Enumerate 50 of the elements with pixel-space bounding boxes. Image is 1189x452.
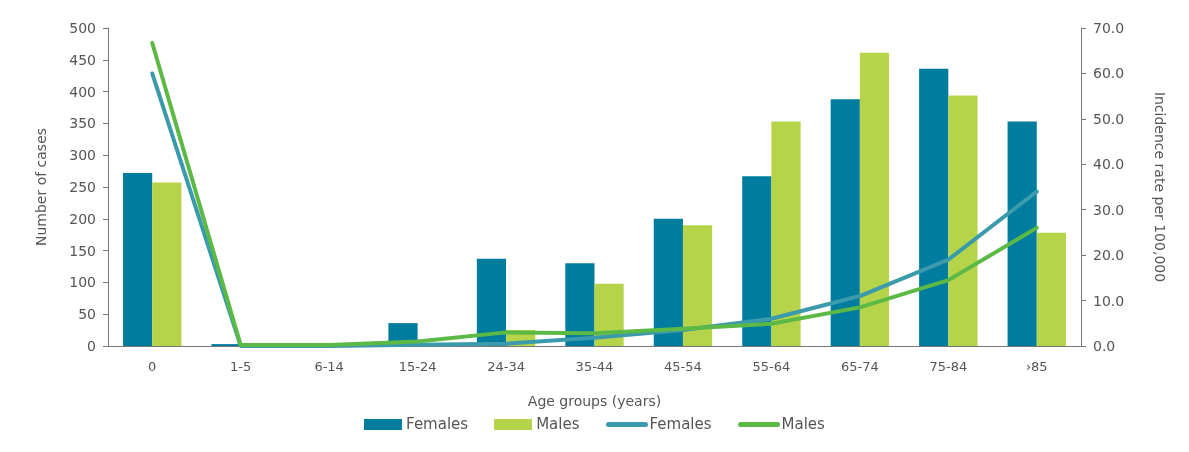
y-tick-label: 200: [69, 210, 96, 227]
y-tick-label: 450: [69, 51, 96, 68]
x-tick-label: ›85: [1025, 359, 1048, 374]
x-tick-label: 24-34: [487, 359, 525, 374]
bar: [919, 68, 949, 346]
y2-tick-label: 40.0: [1093, 156, 1125, 173]
x-tick-label: 0: [148, 359, 157, 374]
y-tick-label: 150: [69, 242, 96, 259]
y-tick-label: 400: [69, 83, 96, 100]
bar: [152, 182, 182, 346]
bar: [948, 95, 978, 346]
bar: [565, 263, 595, 346]
bar: [830, 99, 860, 346]
bar: [653, 218, 683, 346]
x-tick-label: 75-84: [929, 359, 968, 374]
y2-tick-label: 0.0: [1093, 338, 1116, 354]
y2-tick-label: 10.0: [1093, 292, 1125, 309]
x-axis-title: Age groups (years): [527, 393, 662, 409]
x-tick-label: 15-24: [398, 359, 437, 374]
x-tick-label: 65-74: [840, 359, 879, 374]
y-tick-label: 50: [78, 306, 96, 323]
y2-tick-label: 20.0: [1093, 247, 1125, 264]
y-tick-label: 250: [69, 179, 96, 195]
y-tick-label: 0: [87, 338, 96, 354]
y2-tick-label: 70.0: [1093, 20, 1125, 36]
x-tick-label: 35-44: [575, 359, 614, 374]
bar: [1036, 232, 1066, 346]
x-tick-label: 55-64: [752, 359, 791, 374]
legend-label: Females: [406, 415, 469, 433]
bar: [742, 176, 772, 346]
x-tick-label: 6-14: [314, 359, 344, 374]
bar: [682, 225, 713, 346]
x-tick-label: 45-54: [664, 359, 702, 374]
y2-tick-label: 50.0: [1093, 110, 1125, 127]
y-tick-label: 500: [69, 20, 96, 36]
legend-label: Males: [781, 415, 825, 433]
y2-tick-label: 60.0: [1093, 65, 1125, 82]
legend-label: Males: [536, 415, 580, 433]
y-tick-label: 300: [69, 147, 96, 164]
bar: [123, 173, 153, 346]
x-tick-label: 1-5: [230, 359, 252, 374]
y2-tick-label: 30.0: [1093, 201, 1125, 218]
bar: [859, 52, 890, 346]
y-tick-label: 100: [69, 274, 96, 291]
y-axis-title: Number of cases: [33, 127, 49, 247]
bar: [1007, 121, 1037, 346]
y-tick-label: 350: [69, 115, 96, 132]
y2-axis-title: Incidence rate per 100,000: [1152, 91, 1168, 283]
legend-label: Females: [649, 415, 712, 433]
bar: [771, 121, 801, 346]
